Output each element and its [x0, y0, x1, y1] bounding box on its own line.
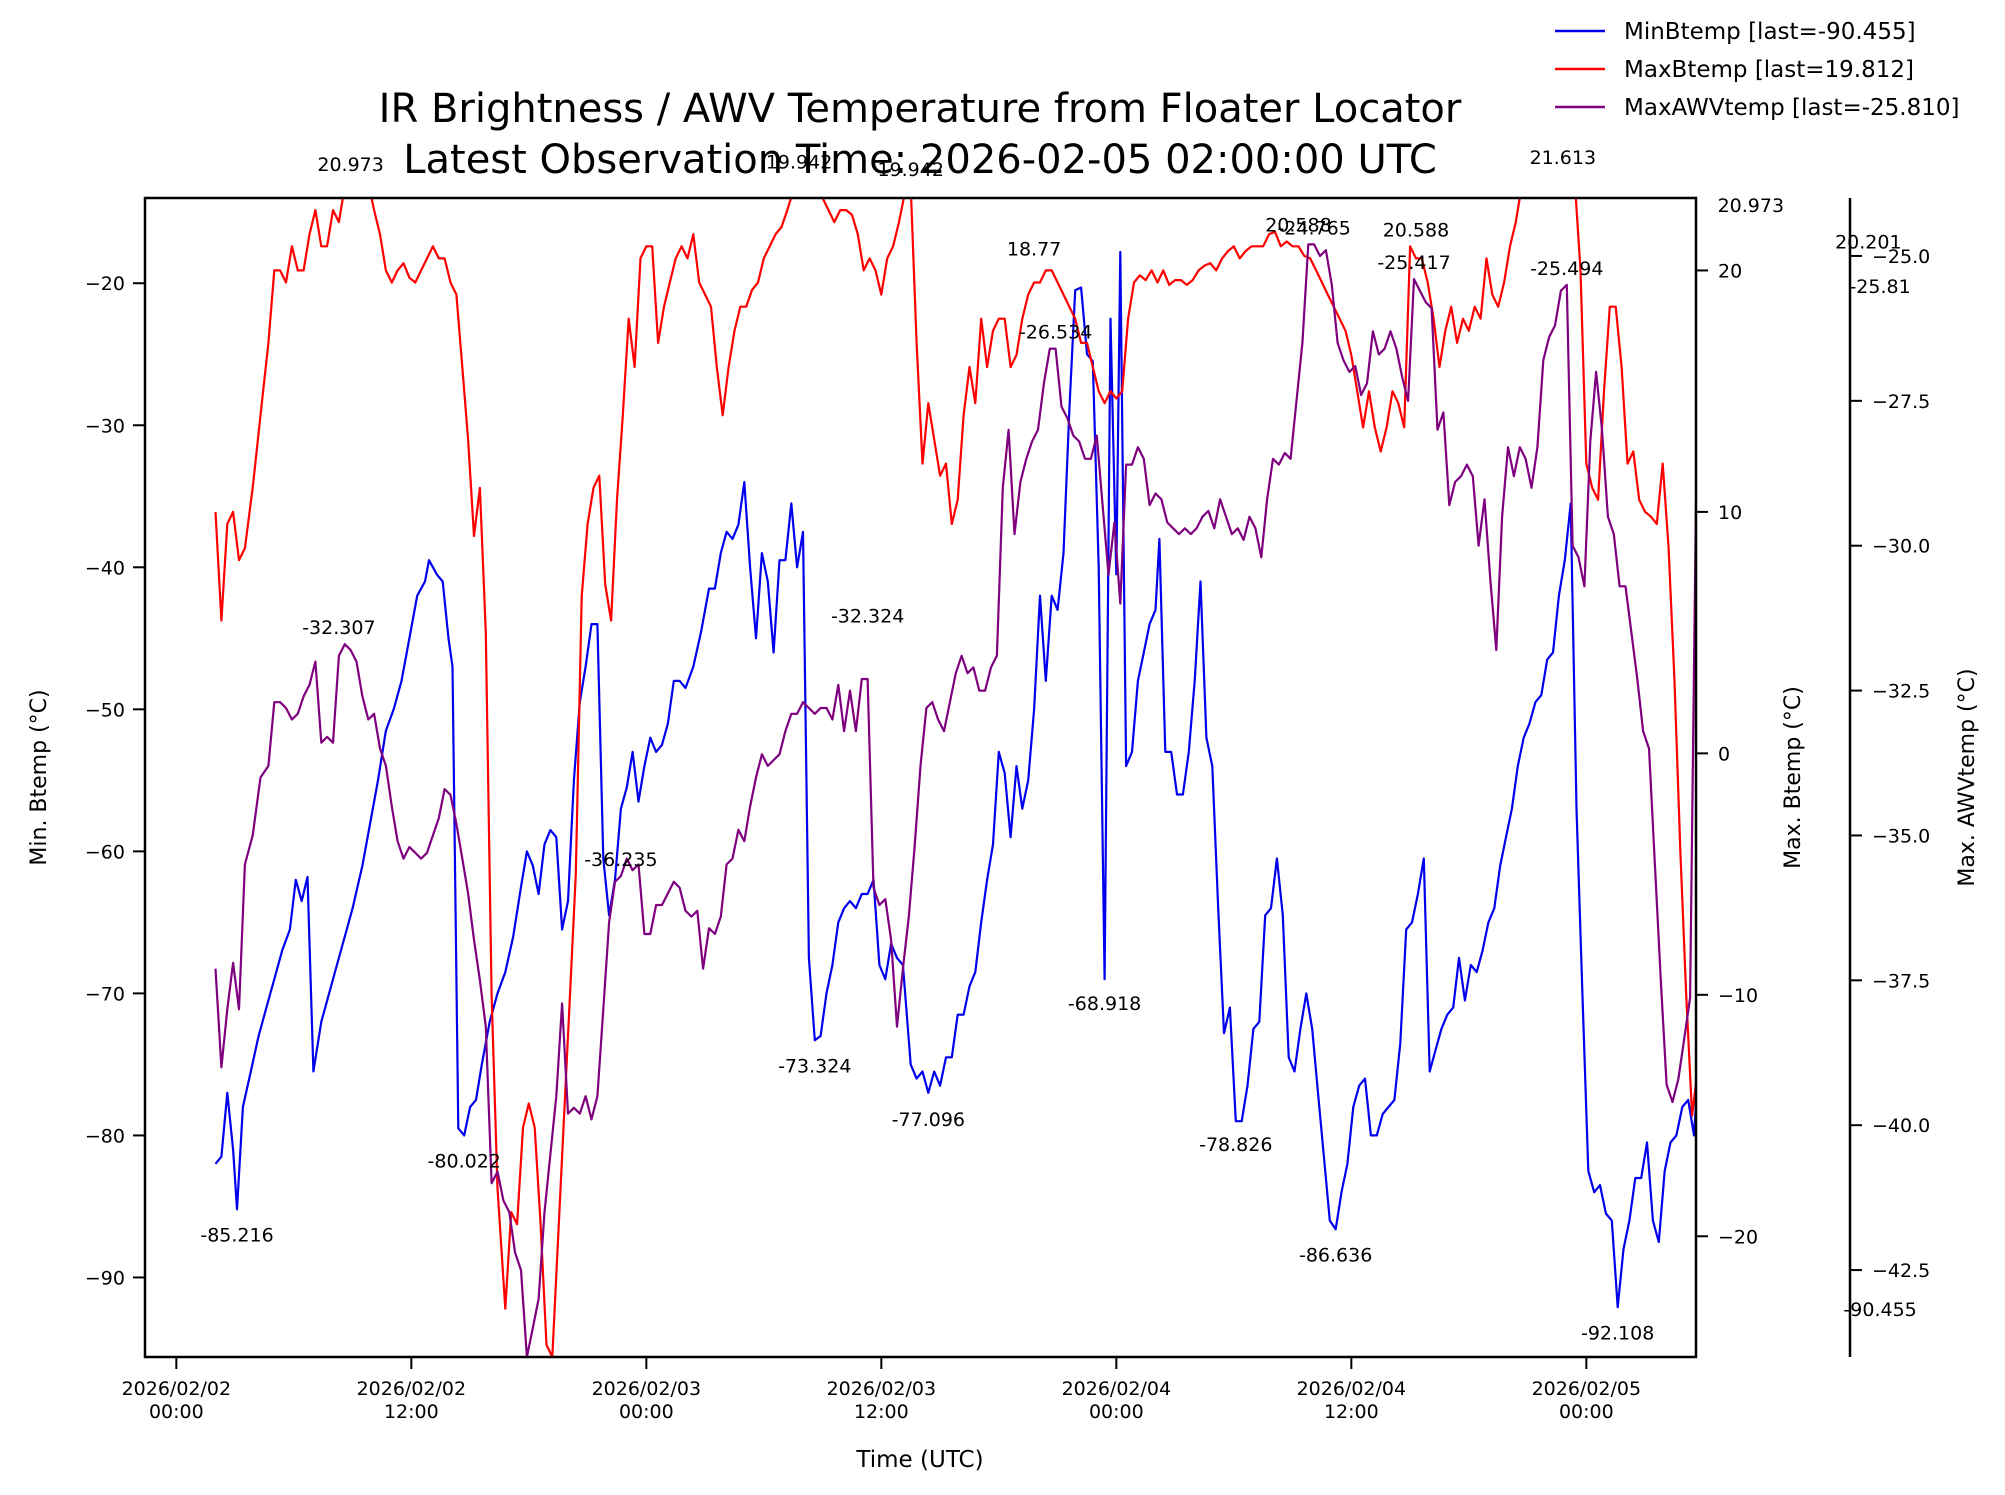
data-label: 20.588 [1265, 214, 1331, 236]
data-label: -32.307 [302, 617, 375, 639]
plot-area: 2026/02/0200:002026/02/0212:002026/02/03… [27, 147, 1980, 1423]
y-tick-label-max: 0 [1718, 743, 1730, 765]
data-label: -68.918 [1068, 993, 1141, 1015]
data-label: 20.201 [1835, 231, 1901, 253]
data-label: 20.588 [1383, 219, 1449, 241]
chart-title: IR Brightness / AWV Temperature from Flo… [379, 86, 1462, 132]
data-label: -77.096 [892, 1109, 965, 1131]
x-tick-label: 2026/02/02 [122, 1378, 232, 1400]
y-tick-label-max: −20 [1718, 1226, 1758, 1248]
x-axis-label: Time (UTC) [855, 1447, 983, 1473]
x-tick-label: 12:00 [1324, 1401, 1379, 1423]
legend-label: MaxAWVtemp [last=-25.810] [1624, 95, 1959, 121]
data-label: -36.235 [584, 849, 657, 871]
data-label: 20.973 [1718, 195, 1784, 217]
chart-subtitle: Latest Observation Time: 2026-02-05 02:0… [403, 137, 1437, 183]
y-axis-label-max: Max. Btemp (°C) [1781, 686, 1806, 869]
y-tick-label-min: −60 [85, 841, 125, 863]
data-label: -32.324 [831, 606, 904, 628]
y-tick-label-min: −20 [85, 273, 125, 295]
legend: MinBtemp [last=-90.455] MaxBtemp [last=19… [1555, 19, 1959, 121]
data-label: -26.534 [1019, 322, 1092, 344]
x-tick-label: 00:00 [1559, 1401, 1614, 1423]
y-tick-label-awv: −35.0 [1872, 825, 1930, 847]
y-tick-label-awv: −30.0 [1872, 536, 1930, 558]
x-tick-label: 2026/02/03 [827, 1378, 937, 1400]
data-label: 18.77 [1007, 239, 1061, 261]
x-tick-label: 00:00 [619, 1401, 674, 1423]
y-tick-label-min: −40 [85, 557, 125, 579]
data-label: -85.216 [200, 1225, 273, 1247]
x-tick-label: 2026/02/04 [1297, 1378, 1407, 1400]
data-label: 19.942 [877, 159, 943, 181]
plot-frame [143, 196, 1698, 1359]
x-tick-label: 00:00 [149, 1401, 204, 1423]
x-tick-label: 2026/02/04 [1062, 1378, 1172, 1400]
data-label: -80.022 [428, 1151, 501, 1173]
x-tick-label: 2026/02/02 [357, 1378, 467, 1400]
y-tick-label-awv: −27.5 [1872, 391, 1930, 413]
x-tick-label: 2026/02/03 [592, 1378, 702, 1400]
x-tick-label: 12:00 [854, 1401, 909, 1423]
data-label: -86.636 [1299, 1245, 1372, 1267]
y-tick-label-max: 10 [1718, 502, 1742, 524]
legend-label: MinBtemp [last=-90.455] [1624, 19, 1916, 45]
data-label: -92.108 [1581, 1322, 1654, 1344]
y-axis-label-min: Min. Btemp (°C) [27, 689, 52, 865]
series-line-min [214, 250, 1696, 1309]
series-line-max [214, 198, 1696, 1357]
data-label: -24.765 [1277, 217, 1350, 239]
x-tick-label: 2026/02/05 [1532, 1378, 1642, 1400]
y-tick-label-min: −90 [85, 1267, 125, 1289]
y-tick-label-max: −10 [1718, 985, 1758, 1007]
y-tick-label-awv: −32.5 [1872, 681, 1930, 703]
data-label: -73.324 [778, 1056, 851, 1078]
y-tick-label-awv: −37.5 [1872, 970, 1930, 992]
legend-label: MaxBtemp [last=19.812] [1624, 57, 1914, 83]
y-tick-label-min: −30 [85, 415, 125, 437]
data-label: 21.613 [1530, 147, 1596, 169]
data-label: 19.942 [766, 152, 832, 174]
data-label: -25.81 [1849, 276, 1910, 298]
y-tick-label-awv: −25.0 [1872, 246, 1930, 268]
y-tick-label-awv: −42.5 [1872, 1260, 1930, 1282]
data-label: -25.417 [1377, 252, 1450, 274]
y-tick-label-min: −80 [85, 1125, 125, 1147]
y-tick-label-min: −50 [85, 699, 125, 721]
data-label: -90.455 [1843, 1299, 1916, 1321]
series-line-awv [214, 243, 1696, 1357]
data-label: -78.826 [1199, 1134, 1272, 1156]
y-axis-label-awv: Max. AWVtemp (°C) [1955, 668, 1980, 886]
data-label: -25.494 [1530, 258, 1603, 280]
y-tick-label-min: −70 [85, 983, 125, 1005]
data-label: 20.973 [317, 154, 383, 176]
y-tick-label-awv: −40.0 [1872, 1115, 1930, 1137]
x-tick-label: 00:00 [1089, 1401, 1144, 1423]
x-tick-label: 12:00 [384, 1401, 439, 1423]
y-tick-label-max: 20 [1718, 260, 1742, 282]
